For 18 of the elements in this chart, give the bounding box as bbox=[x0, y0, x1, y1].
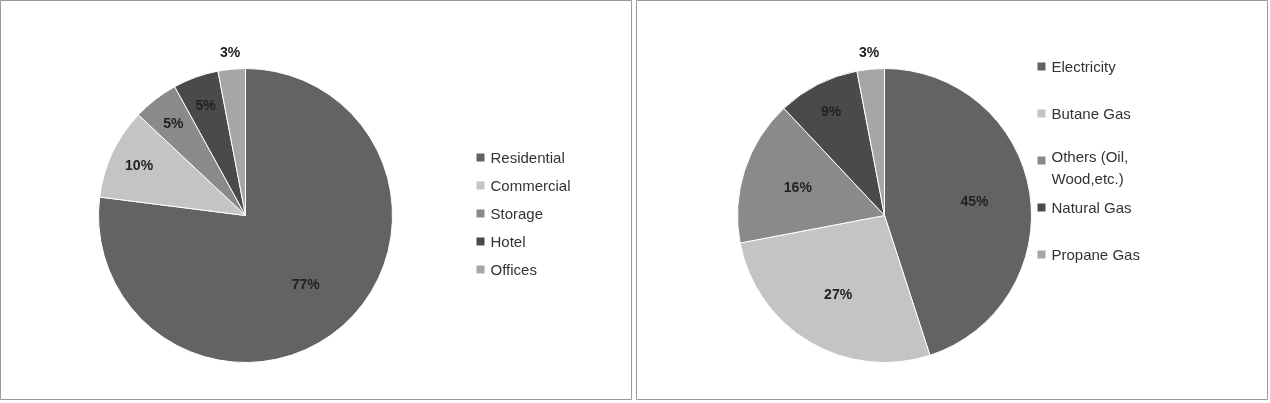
data-label: 16% bbox=[783, 179, 813, 196]
data-label: 5% bbox=[163, 114, 185, 131]
data-label: 10% bbox=[125, 157, 154, 174]
data-label: 3% bbox=[219, 43, 241, 60]
legend-label: Offices bbox=[490, 261, 537, 278]
legend-label: Hotel bbox=[490, 233, 526, 250]
data-label: 3% bbox=[858, 43, 880, 60]
legend-label: Natural Gas bbox=[1051, 199, 1132, 216]
legend-label: Commercial bbox=[490, 177, 571, 194]
data-label: 27% bbox=[824, 285, 853, 302]
legend-label: Storage bbox=[490, 205, 544, 222]
legend-label: Propane Gas bbox=[1051, 246, 1140, 263]
legend-label: Electricity bbox=[1051, 58, 1117, 75]
legend-label: Residential bbox=[490, 149, 565, 166]
data-label: 45% bbox=[960, 193, 990, 210]
legend-label: Butane Gas bbox=[1051, 105, 1131, 122]
data-label: 77% bbox=[291, 275, 321, 292]
legend-label: Others (Oil, Wood,etc.) bbox=[1051, 147, 1129, 188]
